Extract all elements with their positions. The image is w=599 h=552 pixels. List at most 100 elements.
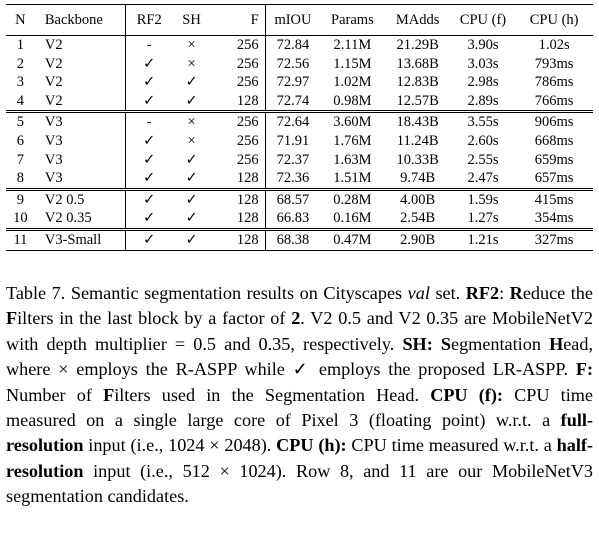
cell-f: 256 xyxy=(236,55,259,72)
caption-bold: full-resolution xyxy=(6,410,593,456)
cell-sh: ✓ xyxy=(185,191,198,208)
header-backbone: Backbone xyxy=(44,11,103,28)
header-cpu-h: CPU (h) xyxy=(529,11,579,28)
caption-text: Table 7. Semantic segmentation results o… xyxy=(6,283,408,303)
cell-miou: 68.38 xyxy=(264,229,321,251)
cell-cpu-h: 657ms xyxy=(534,170,574,187)
cell-cpu-f: 1.59s xyxy=(467,191,499,208)
caption-text: Number of xyxy=(6,384,104,405)
cell-rf2: ✓ xyxy=(125,131,173,151)
cell-madds: 13.68B xyxy=(396,55,439,72)
cell-sh: ✓ xyxy=(185,151,198,168)
table-row: 10 V2 0.35 ✓ ✓ 128 66.83 0.16M 2.54B 1.27s 354ms xyxy=(6,209,593,230)
cell-cpu-h: 659ms xyxy=(534,151,574,168)
caption-text: set. xyxy=(429,283,466,303)
cell-rf2: - xyxy=(125,111,173,132)
table-row: 7 V3 ✓ ✓ 256 72.37 1.63M 10.33B 2.55s 659ms xyxy=(6,150,593,170)
caption-text: input (i.e., 1024 × 2048). xyxy=(83,435,277,456)
cell-rf2: ✓ xyxy=(125,73,173,92)
cell-params: 1.63M xyxy=(333,151,372,168)
cell-cpu-f: 2.98s xyxy=(467,74,499,91)
header-n: N xyxy=(15,11,26,28)
cell-n: 6 xyxy=(16,132,25,149)
cell-sh: × xyxy=(187,37,196,53)
caption-bold: H xyxy=(549,333,564,354)
cell-f: 256 xyxy=(236,114,259,131)
cell-params: 3.60M xyxy=(333,114,372,131)
caption-bold: R xyxy=(509,283,523,303)
caption-text: ilters used in the Segmentation Head. xyxy=(114,384,431,405)
cell-cpu-f: 2.89s xyxy=(467,92,499,109)
cell-n: 7 xyxy=(16,151,25,168)
caption-text: input (i.e., 512 × 1024). Row 8, and 11 … xyxy=(6,460,593,507)
table-row: 6 V3 ✓ × 256 71.91 1.76M 11.24B 2.60s 668ms xyxy=(6,131,593,151)
cell-params: 0.98M xyxy=(333,92,372,109)
caption-bold: RF2 xyxy=(465,283,500,303)
cell-sh: × xyxy=(187,55,196,72)
cell-miou: 72.84 xyxy=(264,35,321,55)
table-row: 9 V2 0.5 ✓ ✓ 128 68.57 0.28M 4.00B 1.59s 415ms xyxy=(6,189,593,210)
cell-f: 256 xyxy=(236,37,259,53)
cell-f: 128 xyxy=(236,92,259,109)
cell-backbone: V3 xyxy=(44,170,63,187)
cell-backbone: V3 xyxy=(44,132,63,149)
caption-bold: CPU (f): xyxy=(430,384,503,405)
cell-cpu-h: 906ms xyxy=(534,114,574,131)
cell-f: 128 xyxy=(236,170,259,187)
cell-miou: 72.36 xyxy=(264,169,321,190)
cell-cpu-h: 668ms xyxy=(534,132,574,149)
cell-params: 1.76M xyxy=(333,132,372,149)
cell-params: 1.51M xyxy=(333,170,372,187)
cell-cpu-h: 415ms xyxy=(534,191,574,208)
cell-madds: 21.29B xyxy=(396,37,439,53)
cell-madds: 18.43B xyxy=(396,114,439,131)
cell-cpu-h: 786ms xyxy=(534,74,574,91)
cell-cpu-f: 3.55s xyxy=(467,114,499,131)
cell-n: 8 xyxy=(16,170,25,187)
cell-madds: 4.00B xyxy=(400,191,436,208)
cell-miou: 72.37 xyxy=(264,150,321,170)
table-row: 2 V2 ✓ × 256 72.56 1.15M 13.68B 3.03s 793ms xyxy=(6,54,593,74)
cell-miou: 71.91 xyxy=(264,131,321,151)
cell-sh: ✓ xyxy=(185,92,198,109)
cell-miou: 66.83 xyxy=(264,209,321,230)
table-header-row: N Backbone RF2 SH F mIOU Params MAdds CP… xyxy=(6,4,593,36)
header-f: F xyxy=(250,11,259,28)
cell-n: 10 xyxy=(13,210,28,227)
table-row: 1 V2 - × 256 72.84 2.11M 21.29B 3.90s 1.02s xyxy=(6,35,593,55)
cell-rf2: ✓ xyxy=(125,189,173,210)
cell-rf2: ✓ xyxy=(125,169,173,190)
caption-bold: half-resolution xyxy=(6,435,593,481)
cell-sh: ✓ xyxy=(185,231,198,248)
table-row: 3 V2 ✓ ✓ 256 72.97 1.02M 12.83B 2.98s 786ms xyxy=(6,73,593,92)
caption-italic: val xyxy=(407,283,430,303)
header-rf2: RF2 xyxy=(125,4,173,36)
caption-bold: F: xyxy=(575,359,593,380)
cell-params: 0.28M xyxy=(333,191,372,208)
caption-bold: SH: S xyxy=(402,333,452,354)
table-row: 5 V3 - × 256 72.64 3.60M 18.43B 3.55s 906ms xyxy=(6,111,593,132)
cell-params: 2.11M xyxy=(333,37,372,53)
cell-sh: × xyxy=(187,132,196,149)
cell-backbone: V2 0.35 xyxy=(44,210,92,227)
cell-cpu-f: 1.27s xyxy=(467,210,499,227)
caption-text: CPU time measured w.r.t. a xyxy=(346,435,557,456)
cell-f: 256 xyxy=(236,74,259,91)
table-row: 8 V3 ✓ ✓ 128 72.36 1.51M 9.74B 2.47s 657ms xyxy=(6,169,593,190)
table-body: 1 V2- × 256 72.84 2.11M 21.29B 3.90s 1.02s 2 V2 ✓ × 2… xyxy=(6,35,593,251)
cell-cpu-h: 1.02s xyxy=(538,37,570,53)
caption-bold: F xyxy=(6,308,18,329)
cell-madds: 12.83B xyxy=(396,74,439,91)
cell-rf2: ✓ xyxy=(125,91,173,112)
table-caption: Table 7. Semantic segmentation results o… xyxy=(6,281,593,510)
cell-params: 0.47M xyxy=(333,231,372,248)
cell-cpu-f: 2.60s xyxy=(467,132,499,149)
caption-bold: CPU (h): xyxy=(276,435,347,456)
cell-n: 11 xyxy=(13,231,28,248)
caption-text: : xyxy=(499,283,510,303)
cell-miou: 72.97 xyxy=(264,73,321,92)
cell-madds: 9.74B xyxy=(400,170,436,187)
cell-miou: 72.64 xyxy=(264,111,321,132)
cell-cpu-f: 3.90s xyxy=(467,37,499,53)
cell-cpu-h: 793ms xyxy=(534,55,574,72)
